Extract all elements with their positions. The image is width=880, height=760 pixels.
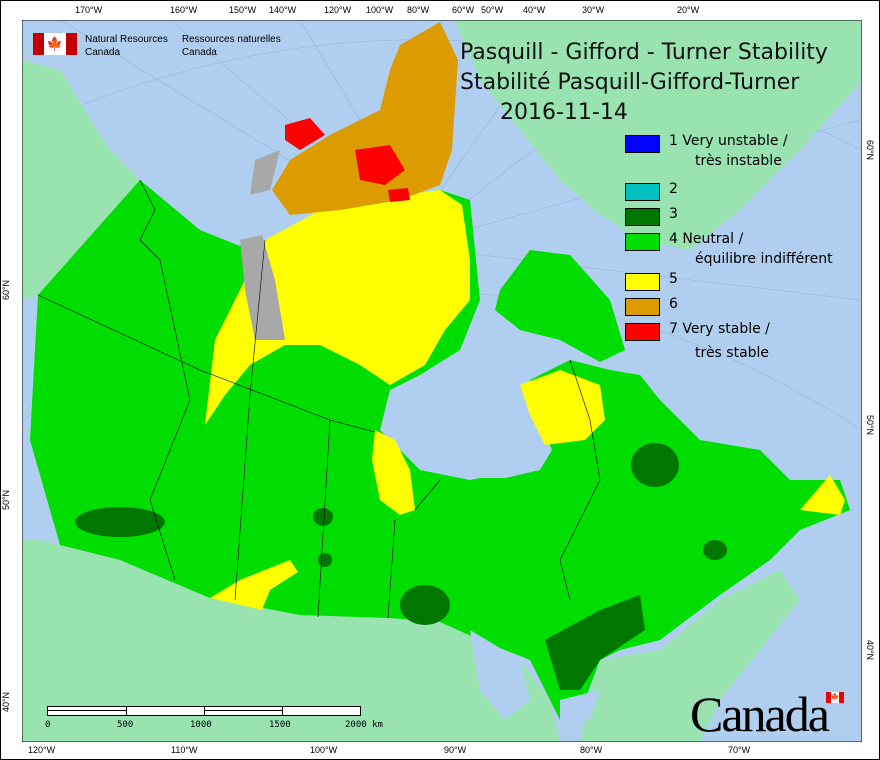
legend-label: 2 [669,181,678,197]
legend-label: 5 [669,271,678,287]
class-5-region-south [210,560,298,610]
top-axis-label: 100°W [366,5,394,15]
legend-label: 1 Very unstable / [669,133,788,149]
left-axis-label: 40°N [1,691,12,713]
scale-bar: 0 500 1000 1500 2000 km [45,706,383,730]
org-name-fr: Ressources naturelles [181,34,281,45]
top-axis-label: 140°W [269,5,297,15]
top-axis-label: 50°W [481,5,504,15]
hudson-bay [390,370,552,478]
canada-wordmark: Canada [690,686,830,742]
top-axis-label: 170°W [75,5,103,15]
left-axis-label: 60°N [1,279,12,301]
bottom-axis-label: 100°W [310,745,338,755]
legend-swatch [625,233,660,251]
legend-label: 6 [669,296,678,312]
title-en: Pasquill - Gifford - Turner Stability [460,40,828,65]
legend-swatch [625,135,660,153]
legend-label: 7 Very stable / [669,321,770,337]
class-5-region-newfoundland [800,475,845,515]
left-axis-label: 50°N [1,489,12,511]
top-axis-label: 40°W [523,5,546,15]
class-5-region-quebec [520,370,605,445]
top-axis-label: 60°W [452,5,475,15]
right-axis-label: 50°N [865,414,876,436]
class-5-region-north [205,190,470,425]
map-title: Pasquill - Gifford - Turner Stability St… [460,38,828,128]
canada-flag-icon: 🍁 [33,33,77,55]
scale-label: 500 [117,720,134,730]
org-name-fr-2: Canada [181,47,217,58]
province-borders [37,179,601,619]
great-lakes [470,630,600,725]
legend-swatch [625,208,660,226]
top-axis-label: 160°W [170,5,198,15]
top-axis-label: 150°W [229,5,257,15]
united-states [22,540,800,742]
legend-swatch [625,183,660,201]
bottom-axis-label: 110°W [171,745,198,755]
nrcan-signature: 🍁 Natural Resources Canada Ressources nat… [33,33,281,59]
title-fr: Stabilité Pasquill-Gifford-Turner [460,70,800,95]
bottom-axis-label: 90°W [444,745,467,755]
top-axis-label: 120°W [324,5,352,15]
scale-label: 0 [45,720,51,730]
class-3-regions [75,443,727,690]
top-axis-label: 30°W [582,5,605,15]
legend-swatch [625,298,660,316]
baffin-island [495,250,625,362]
bottom-axis-label: 120°W [28,745,56,755]
org-name-en-2: Canada [85,47,121,58]
no-data-region [240,150,285,340]
legend-label: 3 [669,206,678,222]
right-axis-label: 60°N [865,139,876,161]
stability-map [22,20,862,742]
bottom-axis-label: 70°W [728,745,751,755]
bottom-axis-label: 80°W [580,745,603,755]
org-name-en: Natural Resources [85,34,168,45]
right-axis-label: 40°N [865,639,876,661]
class-5-region-hudson-west [372,430,415,515]
legend-label: 4 Neutral / [669,231,744,247]
legend-label-fr: très instable [695,153,782,169]
legend-label-fr: équilibre indifférent [695,251,833,267]
class-6-region [272,22,458,215]
class-7-region [285,118,410,202]
legend-label-fr: très stable [695,345,770,361]
legend-swatch [625,273,660,291]
map-date: 2016-11-14 [500,100,628,125]
legend-swatch [625,323,660,341]
top-axis-label: 80°W [407,5,430,15]
scale-label: 1500 [269,720,291,730]
alaska [22,60,140,300]
scale-label: 1000 [190,720,212,730]
wordmark-flag-icon: 🍁 [826,692,844,703]
top-axis-label: 20°W [677,5,700,15]
scale-label: 2000 km [345,720,383,730]
